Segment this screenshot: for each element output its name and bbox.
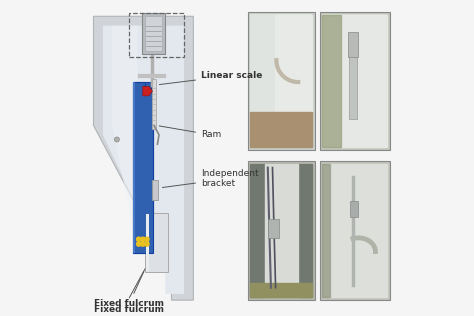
Circle shape (141, 242, 145, 246)
Polygon shape (103, 26, 184, 294)
Polygon shape (275, 15, 312, 147)
Bar (347, 32, 358, 57)
Polygon shape (112, 26, 137, 250)
Polygon shape (322, 164, 330, 297)
Bar (250, 14, 312, 148)
Polygon shape (250, 112, 312, 147)
Polygon shape (250, 283, 312, 297)
Bar (350, 201, 358, 217)
Polygon shape (341, 15, 387, 147)
Circle shape (137, 242, 141, 246)
Circle shape (145, 242, 149, 246)
Bar (322, 164, 387, 298)
Polygon shape (322, 164, 387, 297)
Polygon shape (250, 164, 312, 297)
Circle shape (114, 137, 119, 142)
Text: Independent
bracket: Independent bracket (163, 169, 259, 188)
Text: Ram: Ram (159, 126, 221, 139)
Bar (319, 161, 390, 300)
Bar (129, 13, 184, 57)
FancyArrow shape (143, 87, 153, 96)
Polygon shape (322, 15, 341, 147)
Bar (152, 180, 158, 200)
Text: Fixed fulcrum: Fixed fulcrum (94, 305, 164, 313)
Bar (152, 79, 156, 129)
Polygon shape (93, 16, 193, 300)
Bar (142, 13, 165, 54)
Bar (133, 82, 135, 253)
Bar (145, 213, 168, 272)
Bar (319, 12, 390, 150)
Text: Fixed fulcrum: Fixed fulcrum (94, 271, 164, 308)
Circle shape (137, 237, 141, 241)
Bar (250, 164, 312, 298)
Polygon shape (322, 15, 387, 147)
Polygon shape (133, 82, 153, 253)
Bar (322, 14, 387, 148)
Circle shape (141, 237, 145, 241)
Bar (146, 214, 149, 270)
Circle shape (145, 237, 149, 241)
Bar (145, 16, 162, 51)
Text: Linear scale: Linear scale (159, 71, 263, 85)
Polygon shape (264, 164, 298, 297)
Polygon shape (330, 164, 387, 297)
Bar (133, 82, 153, 253)
Bar (248, 12, 315, 150)
Bar (248, 161, 315, 300)
Bar (349, 41, 357, 119)
Bar (268, 219, 279, 238)
